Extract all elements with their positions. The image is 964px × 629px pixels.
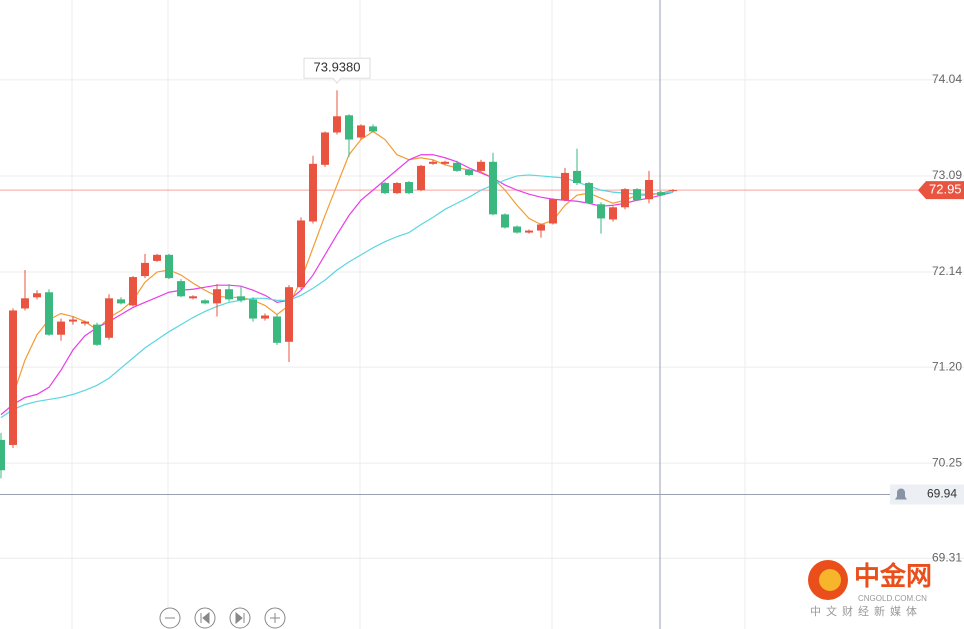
candle-body	[561, 172, 569, 201]
candle-body	[81, 321, 89, 324]
candle-body	[381, 183, 389, 194]
candle-body	[321, 132, 329, 165]
candle-body	[117, 299, 125, 304]
candle-body	[213, 289, 221, 304]
zoom-controls	[159, 607, 286, 629]
candle-body	[429, 161, 437, 164]
candle-body	[177, 281, 185, 297]
candle-body	[489, 161, 497, 215]
crosshair-label: 69.94	[927, 487, 957, 501]
candle-body	[405, 182, 413, 194]
candle-body	[369, 126, 377, 132]
candle-body	[477, 161, 485, 171]
last-price-label: 72.95	[929, 182, 962, 197]
alert-bell-icon	[895, 488, 907, 500]
candle-body	[669, 190, 677, 192]
candle-body	[141, 262, 149, 277]
candle-body	[33, 293, 41, 298]
candle-body	[657, 192, 665, 196]
candle-body	[273, 316, 281, 343]
high-annotation: 73.9380	[314, 60, 361, 75]
candle-body	[357, 125, 365, 138]
candle-body	[225, 289, 233, 300]
candle-body	[597, 204, 605, 219]
y-tick-label: 71.20	[932, 359, 962, 373]
candle-body	[249, 299, 257, 319]
moving-average-line	[0, 174, 674, 419]
candle-body	[189, 296, 197, 299]
crosshair-label-box	[890, 484, 964, 505]
candle-body	[297, 220, 305, 288]
candle-body	[165, 254, 173, 279]
candle-body	[261, 315, 269, 319]
candle-body	[21, 298, 29, 309]
y-tick-label: 69.31	[932, 550, 962, 564]
candle-body	[537, 224, 545, 231]
candle-body	[525, 230, 533, 233]
candle-body	[441, 161, 449, 164]
candle-body	[201, 300, 209, 304]
candle-body	[69, 319, 77, 322]
candle-body	[93, 324, 101, 345]
y-tick-label: 74.04	[932, 72, 962, 86]
candle-body	[417, 165, 425, 191]
candle-body	[45, 292, 53, 335]
logo-slogan: 中文财经新媒体	[810, 604, 922, 618]
candle-body	[585, 183, 593, 204]
y-tick-label: 73.09	[932, 168, 962, 182]
logo-domain: CNGOLD.COM.CN	[858, 594, 927, 603]
candle-body	[57, 321, 65, 335]
annotation-box	[303, 57, 371, 85]
candle-body	[333, 116, 341, 133]
y-tick-label: 70.25	[932, 455, 962, 469]
moving-average-line	[12, 130, 674, 396]
candle-body	[129, 277, 137, 306]
candle-body	[453, 162, 461, 171]
candle-body	[345, 115, 353, 140]
candle-body	[105, 298, 113, 338]
candle-body	[645, 180, 653, 200]
logo: 中金网 CNGOLD.COM.CN 中文财经新媒体	[808, 560, 932, 618]
candle-body	[153, 254, 161, 261]
candle-body	[501, 214, 509, 228]
candle-body	[513, 226, 521, 233]
candle-body	[0, 439, 5, 471]
last-price-tag	[918, 181, 964, 200]
candle-body	[309, 163, 317, 222]
candle-body	[465, 169, 473, 175]
candle-body	[549, 199, 557, 224]
candle-body	[393, 183, 401, 194]
logo-name: 中金网	[854, 561, 932, 591]
candle-body	[609, 207, 617, 220]
y-tick-label: 72.14	[932, 264, 962, 278]
moving-average-line	[0, 154, 674, 416]
candle-body	[573, 170, 581, 184]
background-grid	[71, 0, 746, 629]
candle-body	[9, 310, 17, 445]
logo-icon-inner	[819, 569, 841, 591]
candle-body	[633, 189, 641, 201]
candle-body	[285, 287, 293, 342]
candle-body	[621, 189, 629, 208]
candle-body	[237, 296, 245, 301]
